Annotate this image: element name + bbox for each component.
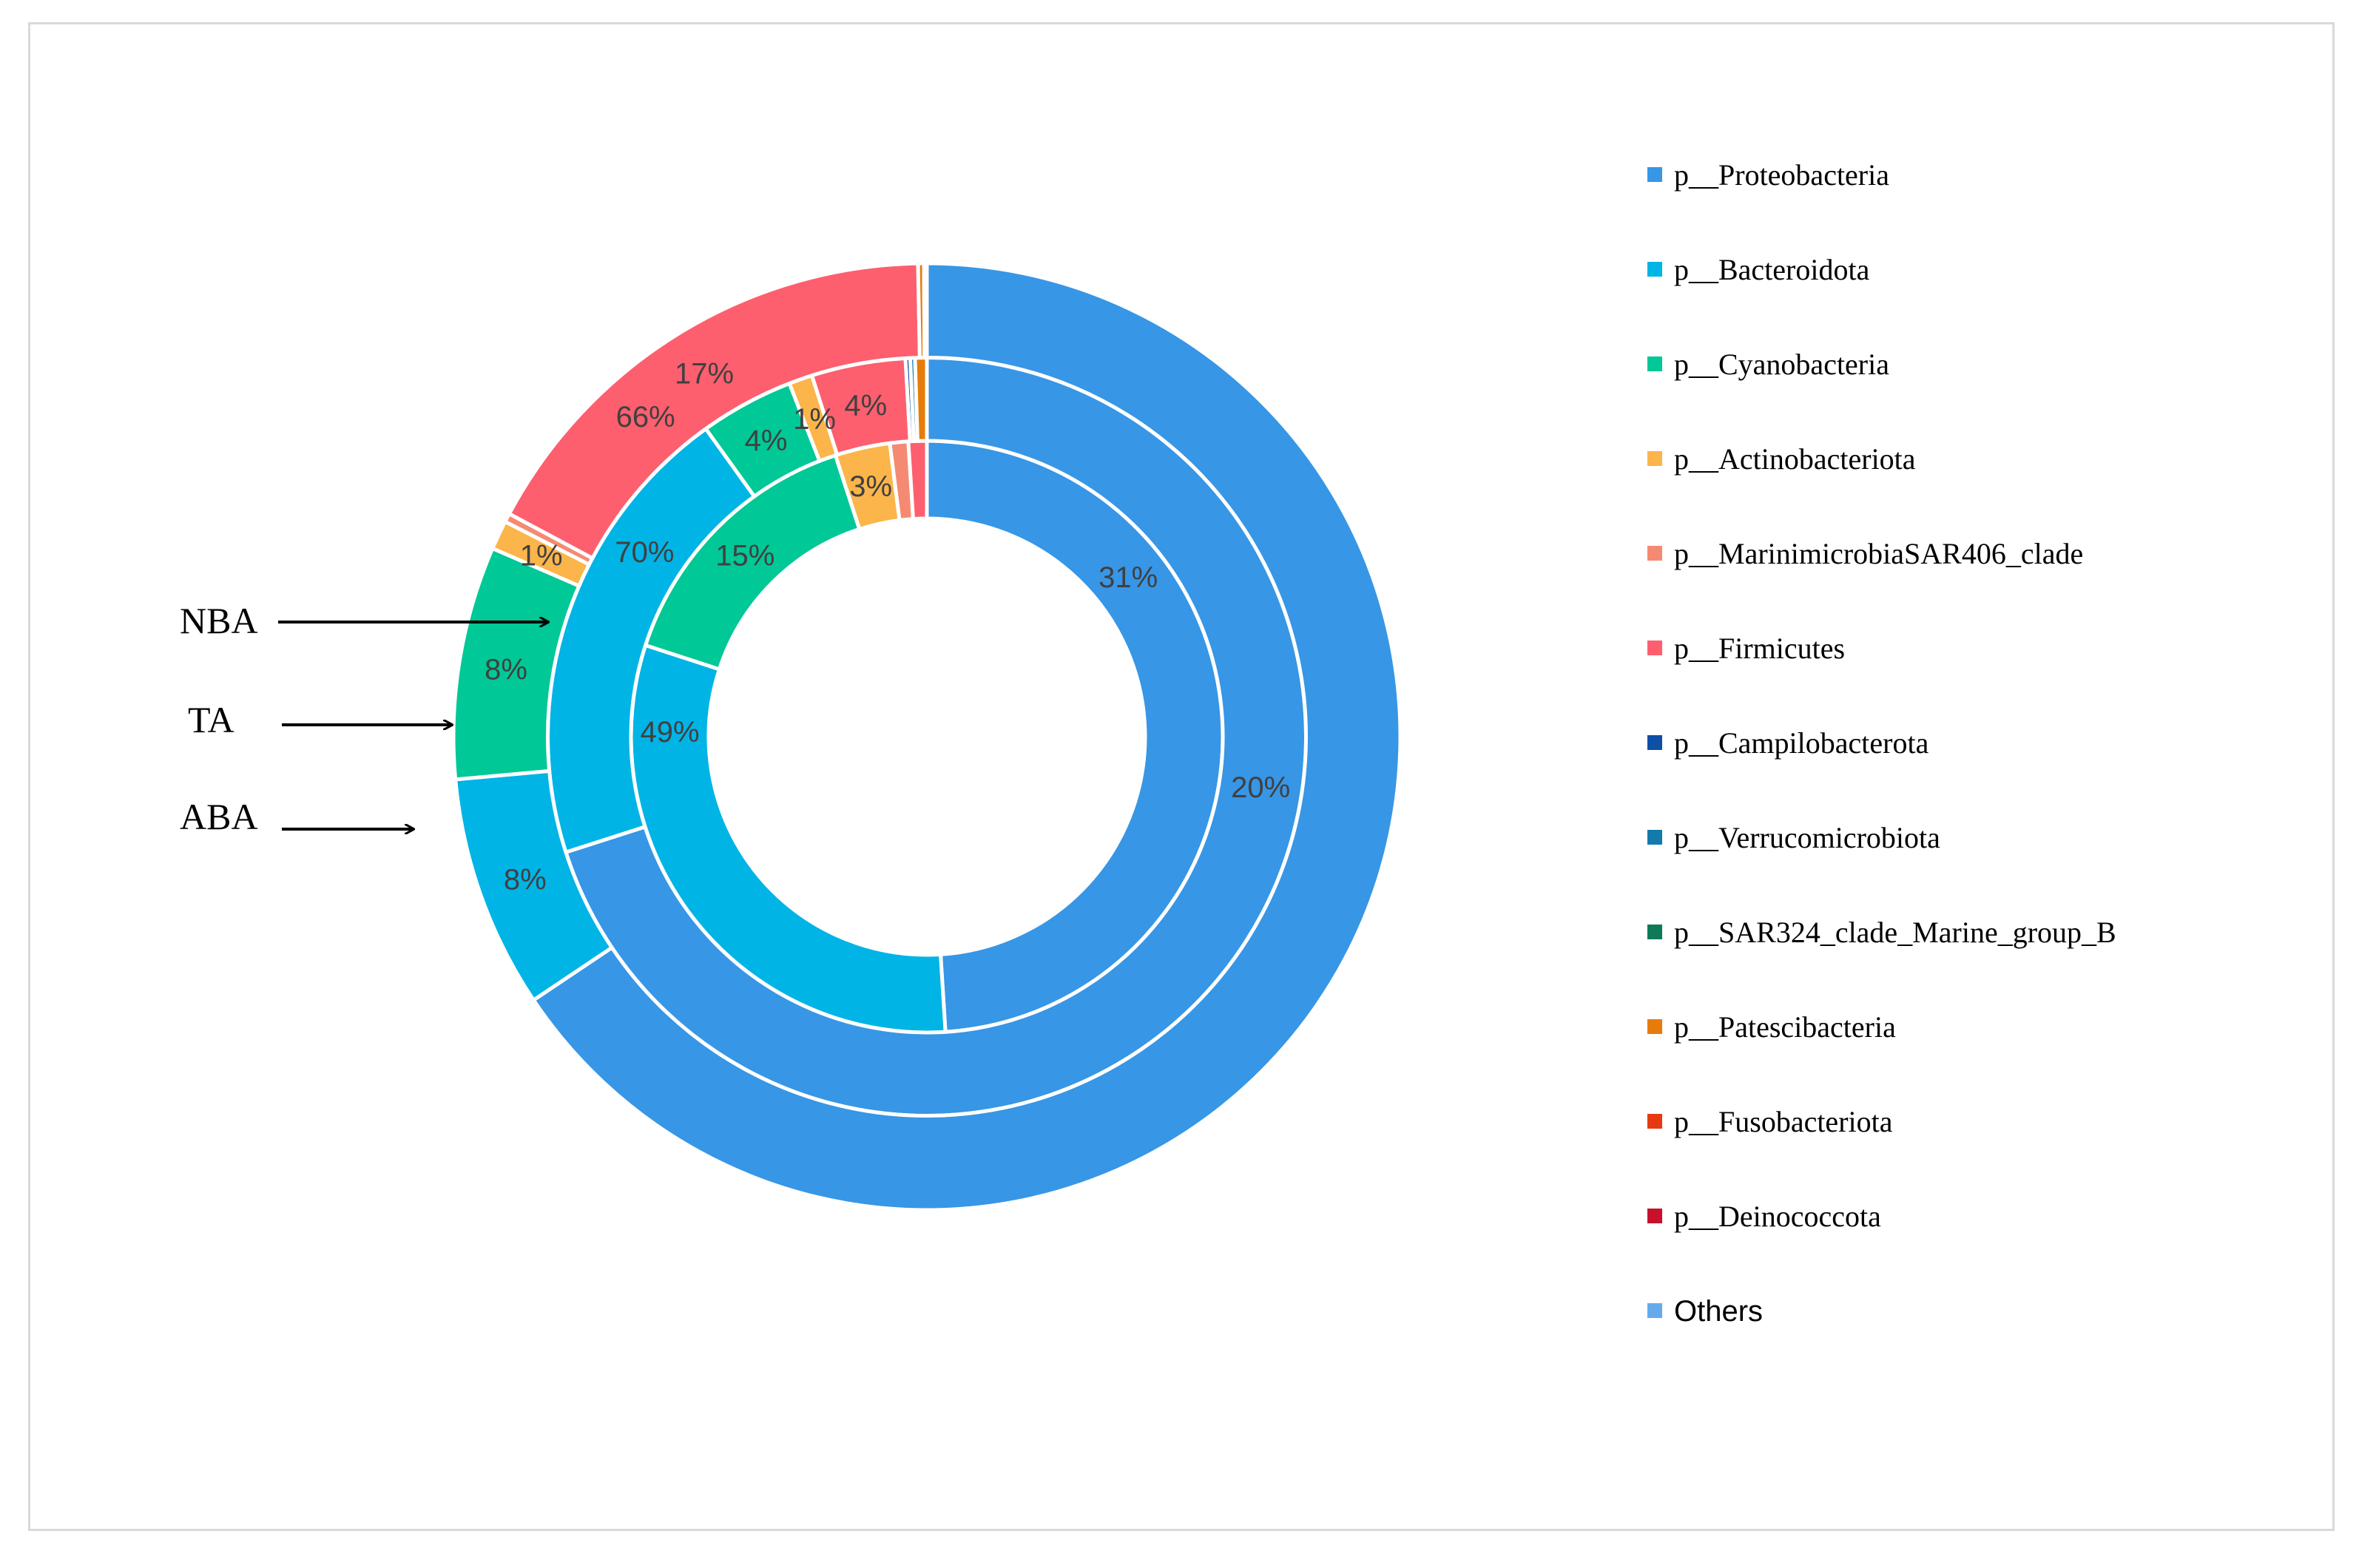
legend-label-bacteroidota: p__Bacteroidota (1674, 253, 1870, 286)
legend-swatch-bacteroidota (1647, 262, 1662, 277)
label-nba-cyanobacteria: 15% (715, 539, 774, 572)
label-aba-bacteroidota: 8% (504, 863, 547, 896)
legend: p__Proteobacteria p__Bacteroidota p__Cyano… (1647, 158, 2116, 1328)
ring-name-ta: TA (188, 699, 234, 740)
legend-swatch-fusobacteriota (1647, 1114, 1662, 1129)
label-aba-proteobacteria: 66% (616, 401, 675, 433)
donut-rings (451, 261, 1403, 1212)
legend-label-campilobacterota: p__Campilobacterota (1674, 726, 1929, 760)
label-nba-bacteroidota: 31% (1098, 561, 1158, 594)
label-nba-proteobacteria: 49% (641, 716, 700, 748)
legend-label-marinimicrobiasar406_clade: p__MarinimicrobiaSAR406_clade (1674, 537, 2083, 570)
ring-name-aba: ABA (180, 796, 258, 837)
label-ta-cyanobacteria: 4% (745, 425, 788, 457)
legend-swatch-patescibacteria (1647, 1019, 1662, 1034)
label-ta-actinobacteriota: 1% (793, 403, 836, 436)
legend-label-fusobacteriota: p__Fusobacteriota (1674, 1105, 1893, 1138)
legend-swatch-campilobacterota (1647, 735, 1662, 750)
legend-swatch-marinimicrobiasar406_clade (1647, 546, 1662, 561)
legend-swatch-actinobacteriota (1647, 451, 1662, 466)
label-ta-proteobacteria: 70% (615, 536, 674, 569)
donut-chart: 49%31%15%3%70%20%4%1% 4%66%8%8%1%17% NBA … (180, 158, 2116, 1328)
label-aba-firmicutes: 17% (675, 358, 734, 391)
chart-frame: 49% 31% 15% 3% 70% 20% 4% 1% 4% 66% 8% 8% 1% 17% NBA … (28, 22, 2335, 1531)
legend-label-sar324_clade_marine_group_b: p__SAR324_clade_Marine_group_B (1674, 916, 2116, 949)
legend-label-deinococcota: p__Deinococcota (1674, 1200, 1881, 1233)
legend-swatch-sar324_clade_marine_group_b (1647, 925, 1662, 939)
legend-label-others: Others (1674, 1295, 1763, 1328)
legend-swatch-others (1647, 1303, 1662, 1318)
ring-annotations: NBA TA ABA (180, 600, 548, 837)
slice-aba-proteobacteria (530, 261, 1403, 1212)
legend-swatch-deinococcota (1647, 1209, 1662, 1223)
slice-ta-patescibacteria (913, 355, 929, 443)
legend-label-verrucomicrobiota: p__Verrucomicrobiota (1674, 821, 1940, 854)
label-aba-cyanobacteria: 8% (485, 654, 527, 686)
legend-label-patescibacteria: p__Patescibacteria (1674, 1010, 1896, 1044)
legend-label-proteobacteria: p__Proteobacteria (1674, 158, 1889, 192)
ring-name-nba: NBA (180, 600, 258, 641)
legend-swatch-verrucomicrobiota (1647, 830, 1662, 845)
slice-aba-others (922, 261, 929, 360)
label-ta-firmicutes: 4% (844, 389, 887, 422)
legend-label-cyanobacteria: p__Cyanobacteria (1674, 348, 1889, 381)
slice-nba-firmicutes (906, 439, 929, 521)
label-ta-bacteroidota: 20% (1231, 771, 1290, 804)
label-aba-actinobacteriota: 1% (520, 539, 563, 572)
legend-swatch-firmicutes (1647, 641, 1662, 655)
legend-label-actinobacteriota: p__Actinobacteriota (1674, 442, 1916, 476)
slice-labels: 49%31%15%3%70%20%4%1% 4%66%8%8%1%17% (485, 358, 1290, 896)
label-nba-actinobacteriota: 3% (849, 470, 892, 503)
legend-swatch-proteobacteria (1647, 167, 1662, 182)
legend-swatch-cyanobacteria (1647, 356, 1662, 371)
legend-label-firmicutes: p__Firmicutes (1674, 632, 1845, 665)
